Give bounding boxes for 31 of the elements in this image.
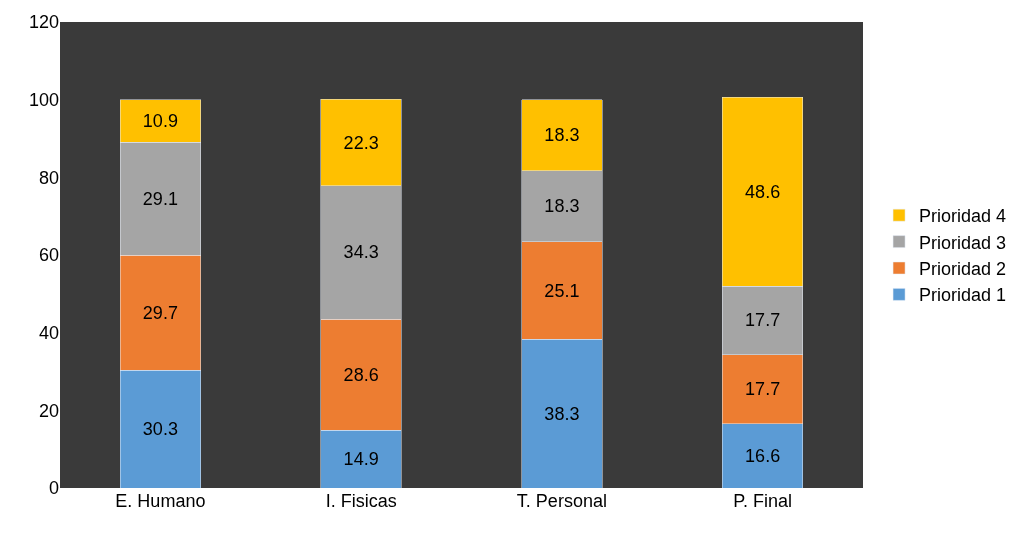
x-tick-label: P. Final bbox=[733, 491, 792, 511]
data-label: 34.3 bbox=[343, 242, 379, 263]
data-label: 18.3 bbox=[544, 196, 580, 217]
data-label: 29.7 bbox=[142, 302, 178, 323]
y-tick-label: 20 bbox=[38, 400, 59, 421]
data-label: 25.1 bbox=[544, 280, 580, 301]
data-label: 22.3 bbox=[343, 132, 379, 153]
x-tick-label: I. Fisicas bbox=[325, 491, 397, 511]
y-tick-label: 80 bbox=[38, 167, 59, 188]
legend-label: Prioridad 4 bbox=[919, 206, 1007, 227]
y-tick-label: 0 bbox=[48, 478, 59, 499]
legend-label: Prioridad 3 bbox=[919, 232, 1007, 253]
data-label: 16.6 bbox=[745, 445, 781, 466]
data-label: 14.9 bbox=[343, 449, 379, 470]
legend-label: Prioridad 1 bbox=[919, 285, 1007, 306]
y-tick-label: 120 bbox=[28, 12, 59, 33]
y-tick-label: 100 bbox=[28, 89, 59, 110]
data-label: 17.7 bbox=[745, 379, 781, 400]
x-tick-label: E. Humano bbox=[115, 491, 206, 511]
data-label: 18.3 bbox=[544, 125, 580, 146]
data-label: 17.7 bbox=[745, 310, 781, 331]
data-label: 10.9 bbox=[142, 110, 178, 131]
data-label: 29.1 bbox=[142, 188, 178, 209]
y-tick-label: 40 bbox=[38, 322, 59, 343]
data-label: 30.3 bbox=[142, 419, 178, 440]
x-tick-label: T. Personal bbox=[516, 491, 607, 511]
data-label: 28.6 bbox=[343, 364, 379, 385]
data-label: 48.6 bbox=[745, 181, 781, 202]
y-tick-label: 60 bbox=[38, 245, 59, 266]
data-label: 38.3 bbox=[544, 403, 580, 424]
legend-label: Prioridad 2 bbox=[919, 259, 1007, 280]
